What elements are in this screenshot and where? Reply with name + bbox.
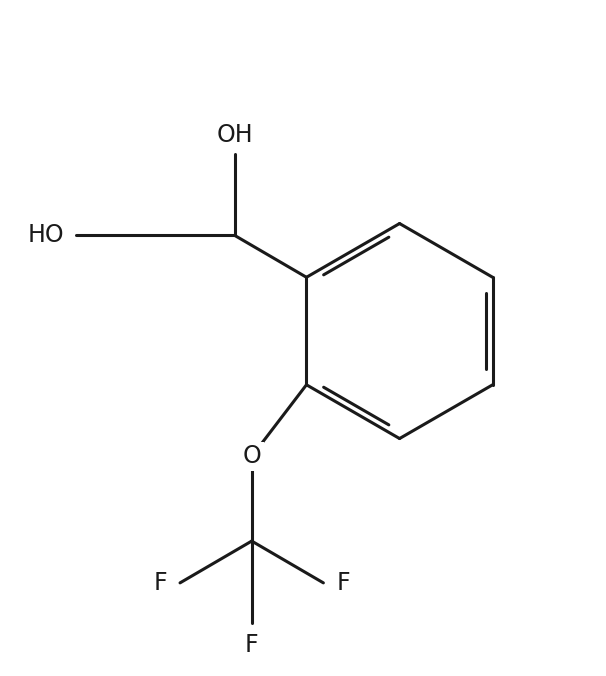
Text: F: F bbox=[153, 571, 167, 595]
Text: HO: HO bbox=[27, 224, 64, 247]
Text: OH: OH bbox=[216, 123, 253, 147]
Text: F: F bbox=[336, 571, 350, 595]
Text: O: O bbox=[242, 444, 261, 468]
Text: F: F bbox=[245, 633, 259, 656]
